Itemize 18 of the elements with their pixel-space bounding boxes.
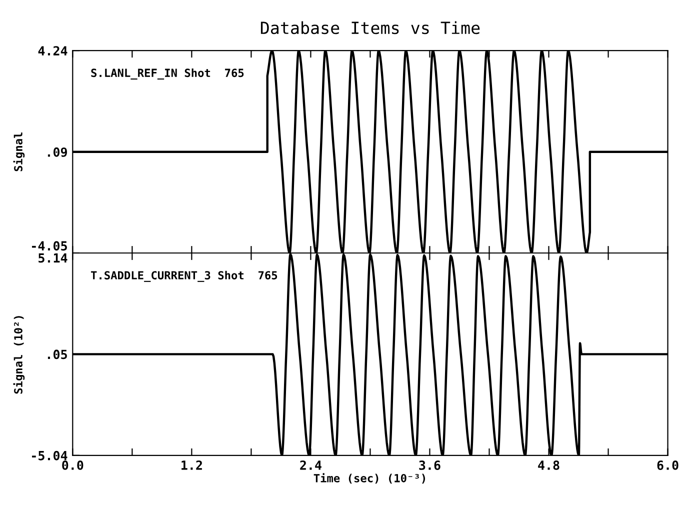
x-tick-label: 2.4 xyxy=(300,460,322,470)
x-tick-label: 0.0 xyxy=(62,460,84,470)
y-tick-label: .05 xyxy=(48,350,67,360)
x-axis-title: Time (sec) (10⁻³) xyxy=(314,473,426,484)
chart-title: Database Items vs Time xyxy=(260,21,480,34)
y-tick-label: .09 xyxy=(48,147,67,157)
y-tick-label: 5.14 xyxy=(38,253,68,263)
x-tick-label: 6.0 xyxy=(657,460,678,470)
annotation: S.LANL_REF_IN Shot 765 xyxy=(91,68,244,80)
y-tick-label: -4.05 xyxy=(32,241,67,251)
x-tick-label: 4.8 xyxy=(538,460,560,470)
y-axis-title: Signal (10²) xyxy=(13,316,25,394)
x-tick-label: 3.6 xyxy=(419,460,440,470)
y-axis-title: Signal xyxy=(13,132,25,172)
y-tick-label: -5.04 xyxy=(32,450,68,460)
annotation: T.SADDLE_CURRENT_3 Shot 765 xyxy=(91,270,278,282)
y-tick-label: 4.24 xyxy=(38,46,68,56)
x-tick-label: 1.2 xyxy=(182,460,202,470)
